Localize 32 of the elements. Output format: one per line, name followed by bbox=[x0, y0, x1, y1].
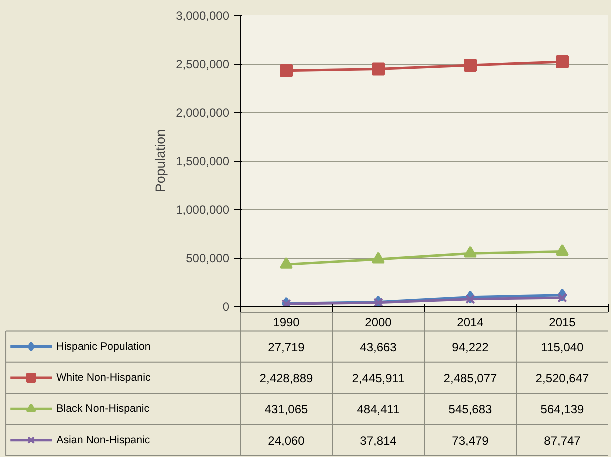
data-label: 431,065 bbox=[264, 402, 309, 417]
x-tick-label: 2000 bbox=[365, 315, 392, 330]
data-label: 2,485,077 bbox=[444, 371, 498, 386]
data-label: 2,520,647 bbox=[536, 371, 590, 386]
data-label: 115,040 bbox=[541, 340, 584, 354]
x-tick-label: 2015 bbox=[549, 315, 576, 330]
y-tick-label: 3,000,000 bbox=[176, 9, 230, 23]
y-tick-label: 2,000,000 bbox=[176, 106, 230, 120]
legend-label: Hispanic Population bbox=[56, 340, 151, 353]
legend-label: Asian Non-Hispanic bbox=[56, 434, 151, 446]
x-tick-label: 2014 bbox=[457, 315, 484, 330]
data-label: 73,479 bbox=[452, 434, 490, 448]
data-label: 24,060 bbox=[268, 434, 306, 448]
y-tick-label: 500,000 bbox=[186, 252, 230, 266]
y-axis-title: Population bbox=[153, 129, 168, 192]
data-label: 94,222 bbox=[452, 340, 490, 354]
data-label: 2,445,911 bbox=[352, 371, 406, 386]
legend-label: White Non-Hispanic bbox=[56, 372, 152, 384]
data-label: 564,139 bbox=[540, 402, 585, 417]
y-tick-label: 1,000,000 bbox=[176, 203, 230, 217]
data-label: 484,411 bbox=[357, 402, 400, 417]
data-label: 87,747 bbox=[544, 434, 582, 448]
data-label: 545,683 bbox=[448, 402, 493, 417]
y-tick-label: 0 bbox=[222, 300, 230, 314]
y-tick-label: 1,500,000 bbox=[176, 154, 230, 168]
y-tick-label: 2,500,000 bbox=[176, 58, 230, 72]
legend-label: Black Non-Hispanic bbox=[56, 403, 150, 416]
data-label: 2,428,889 bbox=[260, 371, 314, 386]
x-tick-label: 1990 bbox=[273, 315, 300, 330]
data-label: 27,719 bbox=[268, 340, 306, 354]
data-label: 37,814 bbox=[360, 434, 398, 448]
data-label: 43,663 bbox=[360, 340, 398, 354]
